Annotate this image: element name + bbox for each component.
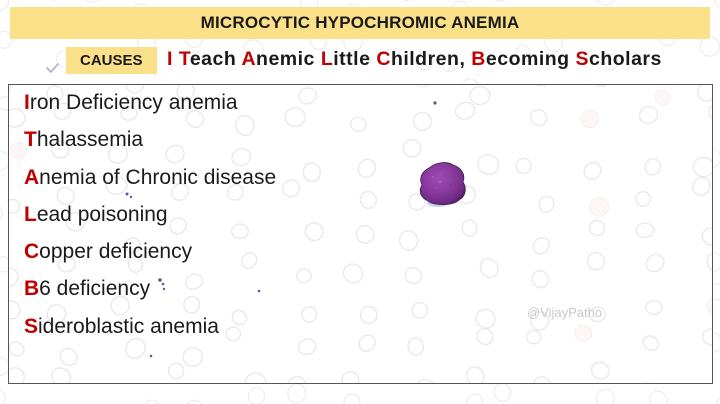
svg-text:@VijayPatho: @VijayPatho xyxy=(527,305,602,320)
